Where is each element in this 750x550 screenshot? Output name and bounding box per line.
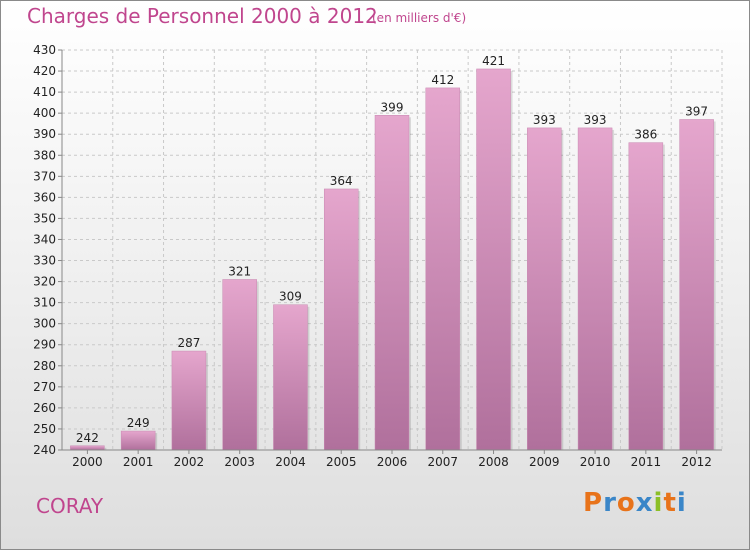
logo-letter: r bbox=[603, 488, 617, 518]
data-label: 399 bbox=[381, 100, 404, 114]
x-tick-label: 2000 bbox=[72, 455, 103, 469]
bar bbox=[527, 127, 562, 451]
data-label: 364 bbox=[330, 174, 353, 188]
data-label: 386 bbox=[634, 128, 657, 142]
bar bbox=[273, 304, 308, 451]
x-tick-label: 2009 bbox=[529, 455, 560, 469]
place-name: CORAY bbox=[36, 494, 104, 518]
data-label: 321 bbox=[228, 264, 251, 278]
x-tick-label: 2010 bbox=[580, 455, 611, 469]
bar bbox=[222, 279, 257, 451]
bar bbox=[171, 350, 207, 451]
y-tick-label: 240 bbox=[33, 443, 56, 457]
logo-letter: i bbox=[653, 488, 664, 518]
y-tick-label: 380 bbox=[33, 148, 56, 162]
y-tick-label: 300 bbox=[33, 317, 56, 331]
x-tick-label: 2006 bbox=[377, 455, 408, 469]
x-tick-label: 2007 bbox=[427, 455, 458, 469]
y-tick-label: 420 bbox=[33, 64, 56, 78]
x-tick-label: 2008 bbox=[478, 455, 509, 469]
logo-letter: t bbox=[663, 488, 677, 518]
x-tick-label: 2001 bbox=[123, 455, 154, 469]
proxiti-logo: Proxiti bbox=[583, 488, 687, 518]
x-tick-label: 2004 bbox=[275, 455, 306, 469]
logo-letter: x bbox=[635, 488, 654, 518]
y-tick-label: 280 bbox=[33, 359, 56, 373]
y-tick-label: 430 bbox=[33, 43, 56, 57]
data-label: 309 bbox=[279, 290, 302, 304]
y-tick-label: 350 bbox=[33, 211, 56, 225]
bar bbox=[323, 188, 359, 451]
bar bbox=[70, 445, 105, 451]
bar bbox=[476, 68, 511, 451]
logo-letter: o bbox=[616, 488, 636, 518]
data-label: 242 bbox=[76, 431, 99, 445]
y-tick-label: 270 bbox=[33, 380, 56, 394]
x-tick-label: 2003 bbox=[224, 455, 255, 469]
x-tick-label: 2012 bbox=[681, 455, 712, 469]
x-tick-label: 2005 bbox=[326, 455, 357, 469]
y-tick-label: 410 bbox=[33, 85, 56, 99]
logo-letter: P bbox=[583, 488, 604, 518]
chart-subtitle: (en milliers d'€) bbox=[372, 11, 467, 25]
y-tick-label: 340 bbox=[33, 232, 56, 246]
y-tick-label: 260 bbox=[33, 401, 56, 415]
bar bbox=[679, 119, 714, 451]
data-label: 421 bbox=[482, 54, 505, 68]
y-tick-label: 390 bbox=[33, 127, 56, 141]
x-tick-label: 2002 bbox=[174, 455, 205, 469]
bar bbox=[425, 87, 461, 451]
data-label: 397 bbox=[685, 104, 708, 118]
bar bbox=[374, 115, 410, 451]
y-tick-label: 310 bbox=[33, 296, 56, 310]
y-tick-label: 330 bbox=[33, 254, 56, 268]
bars bbox=[70, 68, 716, 451]
y-tick-label: 360 bbox=[33, 190, 56, 204]
data-label: 393 bbox=[584, 113, 607, 127]
logo-letter: i bbox=[676, 488, 687, 518]
bar bbox=[577, 127, 613, 451]
data-label: 393 bbox=[533, 113, 556, 127]
y-tick-label: 290 bbox=[33, 338, 56, 352]
y-tick-label: 370 bbox=[33, 169, 56, 183]
bar bbox=[628, 142, 664, 451]
data-label: 249 bbox=[127, 416, 150, 430]
data-label: 412 bbox=[431, 73, 454, 87]
y-tick-label: 400 bbox=[33, 106, 56, 120]
bar bbox=[120, 430, 156, 451]
y-tick-label: 320 bbox=[33, 275, 56, 289]
axes bbox=[58, 49, 722, 454]
labels: 240 250 260 270 280 290 300 310 320 330 340 350 360 3… bbox=[33, 43, 712, 469]
y-tick-label: 250 bbox=[33, 422, 56, 436]
chart-title: Charges de Personnel 2000 à 2012 bbox=[27, 4, 378, 28]
data-label: 287 bbox=[177, 336, 200, 350]
x-tick-label: 2011 bbox=[631, 455, 662, 469]
